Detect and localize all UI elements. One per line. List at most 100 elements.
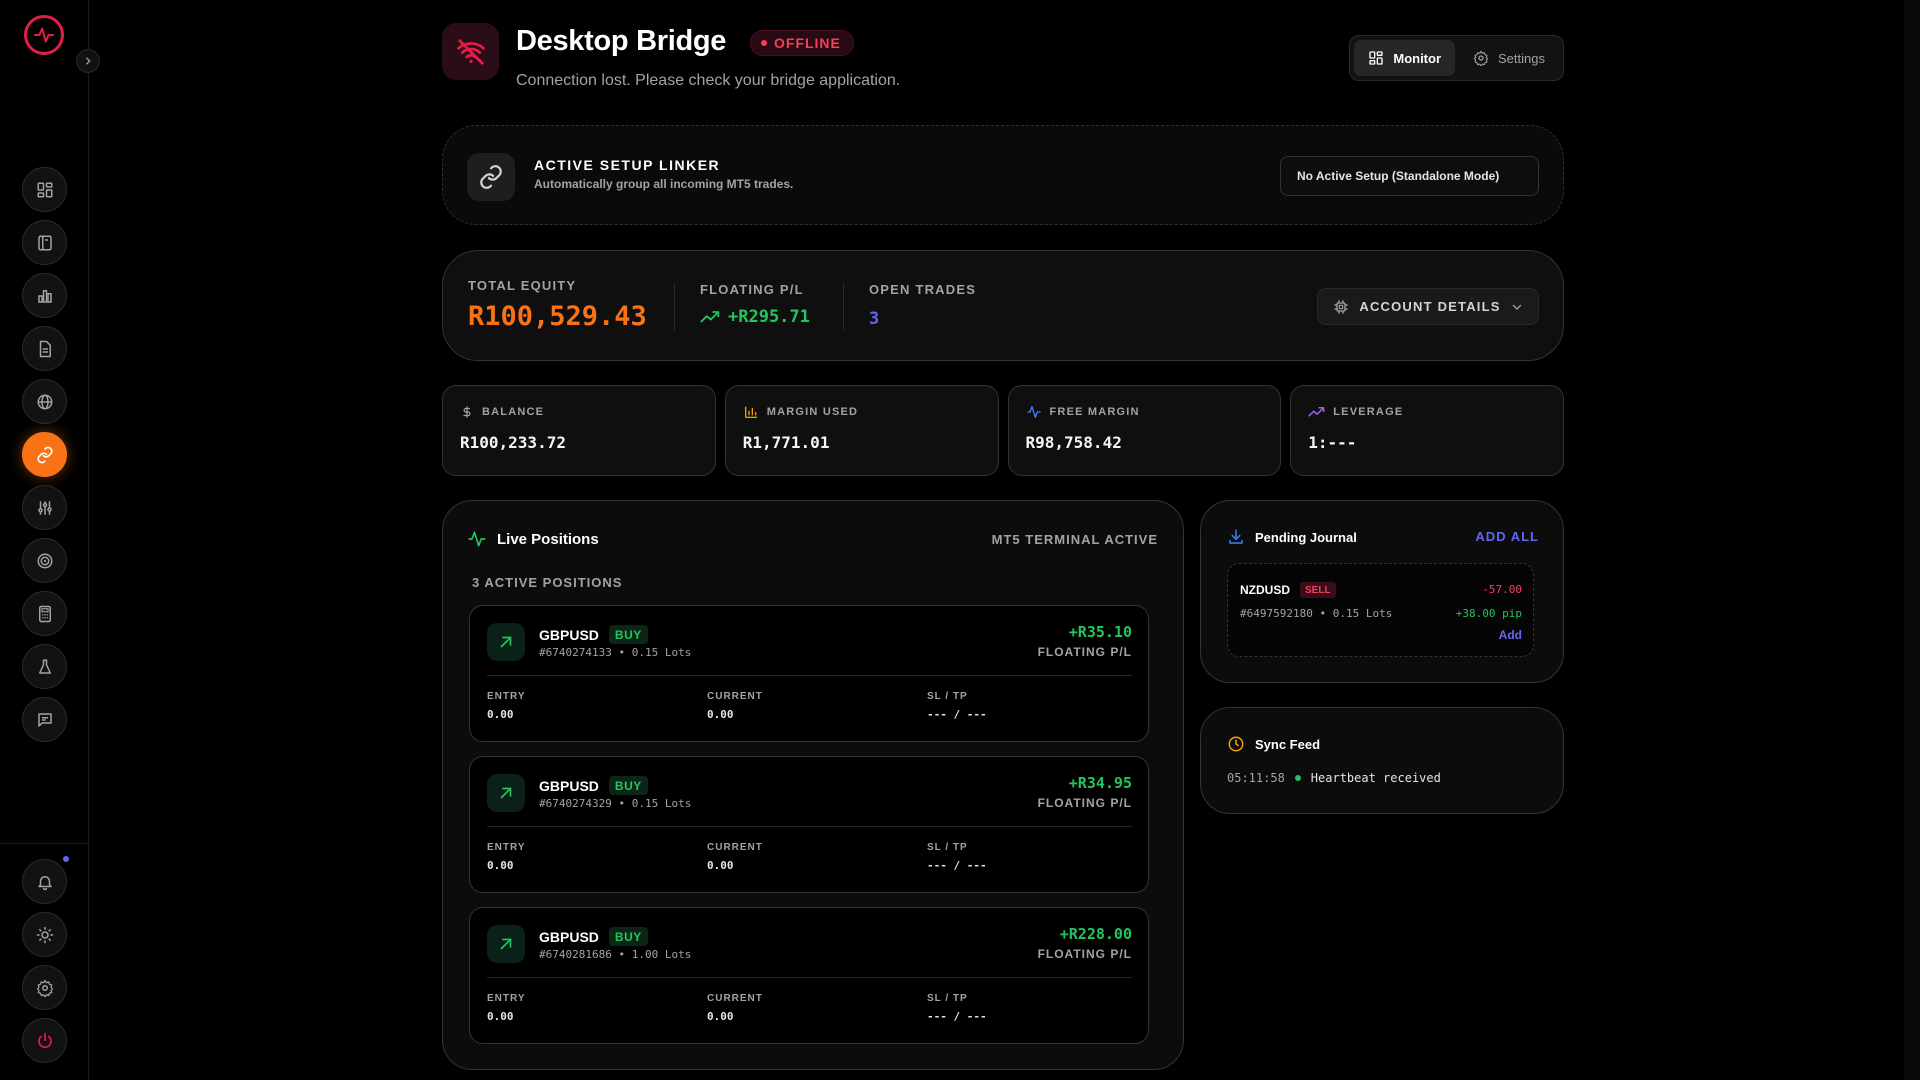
dollar-icon — [463, 406, 471, 418]
floating-pl-value-row: +R295.71 — [700, 307, 810, 327]
side-badge: BUY — [608, 927, 648, 946]
settings-button[interactable] — [22, 965, 67, 1010]
arrow-up-right-icon — [487, 623, 525, 661]
nav-chat[interactable] — [22, 697, 67, 742]
position-entry: ENTRY 0.00 — [487, 691, 526, 721]
position-card[interactable]: GBPUSD BUY #6740281686 • 1.00 Lots +R228… — [469, 907, 1149, 1044]
current-label: CURRENT — [707, 993, 763, 1004]
bar-chart-icon — [37, 289, 52, 303]
pulse-icon — [33, 27, 55, 43]
nav-markets[interactable] — [22, 379, 67, 424]
live-positions-title: Live Positions — [497, 530, 599, 548]
nav-bridge[interactable] — [22, 432, 67, 477]
globe-icon — [37, 394, 52, 409]
position-pl: +R34.95 FLOATING P/L — [1038, 774, 1132, 810]
nav-journal[interactable] — [22, 220, 67, 265]
side-badge: SELL — [1300, 582, 1336, 598]
clock-icon — [1228, 736, 1244, 752]
metric-value: R98,758.42 — [1025, 433, 1122, 452]
position-pl: +R228.00 FLOATING P/L — [1038, 925, 1132, 961]
notifications-button[interactable] — [22, 856, 69, 904]
sidebar — [0, 0, 100, 1080]
pending-symbol: NZDUSD — [1240, 583, 1290, 597]
position-symbol: GBPUSD — [539, 777, 599, 794]
app-logo[interactable] — [24, 15, 64, 55]
sltp-value: --- / --- — [927, 708, 987, 721]
pending-symbol-row: NZDUSD SELL — [1240, 582, 1336, 598]
pending-pl: -57.00 — [1482, 583, 1522, 596]
setup-select[interactable]: No Active Setup (Standalone Mode) — [1280, 156, 1539, 196]
account-details-button[interactable]: ACCOUNT DETAILS — [1317, 288, 1539, 325]
sidebar-bottom-nav — [22, 856, 69, 1063]
position-pl-value: +R228.00 — [1059, 925, 1132, 943]
arrow-up-right-icon — [487, 774, 525, 812]
position-sltp: SL / TP --- / --- — [927, 993, 987, 1023]
activity-icon — [468, 531, 486, 547]
link-icon — [36, 446, 53, 463]
add-button[interactable]: Add — [1498, 628, 1522, 642]
nav-calculator[interactable] — [22, 591, 67, 636]
pending-meta: #6497592180 • 0.15 Lots — [1240, 607, 1393, 620]
position-current: CURRENT 0.00 — [707, 993, 763, 1023]
side-badge: BUY — [608, 625, 648, 644]
sliders-icon — [37, 500, 52, 515]
divider — [487, 977, 1132, 978]
tab-settings[interactable]: Settings — [1459, 40, 1559, 76]
pending-journal-panel: Pending Journal ADD ALL NZDUSD SELL #649… — [1200, 500, 1564, 683]
open-trades-label: OPEN TRADES — [869, 282, 977, 297]
add-all-button[interactable]: ADD ALL — [1475, 529, 1539, 544]
flask-icon — [38, 659, 51, 674]
nav-reports[interactable] — [22, 326, 67, 371]
position-current: CURRENT 0.00 — [707, 691, 763, 721]
metric-leverage: LEVERAGE 1:--- — [1290, 385, 1564, 476]
metric-margin-used: MARGIN USED R1,771.01 — [724, 385, 999, 476]
dashboard-icon — [37, 182, 52, 197]
nav-tools[interactable] — [22, 485, 67, 530]
target-icon — [37, 553, 52, 568]
metric-label: BALANCE — [482, 406, 545, 418]
gear-icon — [36, 979, 53, 997]
sidebar-divider — [0, 843, 89, 844]
terminal-status: MT5 TERMINAL ACTIVE — [991, 532, 1158, 547]
account-metrics: BALANCE R100,233.72 MARGIN USED R1,771.0… — [442, 385, 1564, 476]
open-trades: OPEN TRADES 3 — [869, 282, 976, 329]
current-value: 0.00 — [707, 708, 734, 721]
status-badge-label: OFFLINE — [774, 35, 841, 51]
setup-linker-panel: ACTIVE SETUP LINKER Automatically group … — [442, 125, 1564, 225]
wifi-off-icon — [442, 23, 499, 80]
total-equity-value: R100,529.43 — [468, 301, 647, 332]
position-pl-label: FLOATING P/L — [1037, 947, 1132, 961]
current-value: 0.00 — [707, 859, 734, 872]
chat-icon — [37, 712, 52, 727]
scrollbar[interactable] — [1904, 0, 1920, 1080]
chip-icon — [1334, 299, 1349, 314]
position-meta: #6740274329 • 0.15 Lots — [539, 797, 692, 810]
status-dot — [761, 40, 767, 46]
sltp-label: SL / TP — [927, 842, 968, 853]
position-card[interactable]: GBPUSD BUY #6740274133 • 0.15 Lots +R35.… — [469, 605, 1149, 742]
sync-status-dot — [1294, 775, 1301, 781]
nav-lab[interactable] — [22, 644, 67, 689]
nav-dashboard[interactable] — [22, 167, 67, 212]
tab-monitor[interactable]: Monitor — [1354, 40, 1456, 76]
pending-trade-item: NZDUSD SELL #6497592180 • 0.15 Lots -57.… — [1227, 563, 1534, 657]
logout-button[interactable] — [22, 1018, 67, 1063]
theme-toggle-button[interactable] — [22, 912, 67, 957]
nav-analytics[interactable] — [22, 273, 67, 318]
live-positions-header: Live Positions — [467, 529, 599, 549]
metric-label: LEVERAGE — [1333, 406, 1404, 418]
divider — [487, 675, 1132, 676]
sltp-label: SL / TP — [927, 993, 968, 1004]
current-value: 0.00 — [707, 1010, 734, 1023]
grid-icon — [1369, 51, 1384, 65]
tab-settings-label: Settings — [1498, 50, 1545, 66]
position-current: CURRENT 0.00 — [707, 842, 763, 872]
floating-pl: FLOATING P/L +R295.71 — [700, 282, 810, 327]
activity-icon — [1026, 406, 1041, 418]
position-entry: ENTRY 0.00 — [487, 842, 526, 872]
nav-goals[interactable] — [22, 538, 67, 583]
position-card[interactable]: GBPUSD BUY #6740274329 • 0.15 Lots +R34.… — [469, 756, 1149, 893]
sidebar-collapse-button[interactable] — [76, 49, 100, 73]
metric-value: R1,771.01 — [742, 433, 830, 452]
sync-feed-title: Sync Feed — [1255, 736, 1321, 752]
